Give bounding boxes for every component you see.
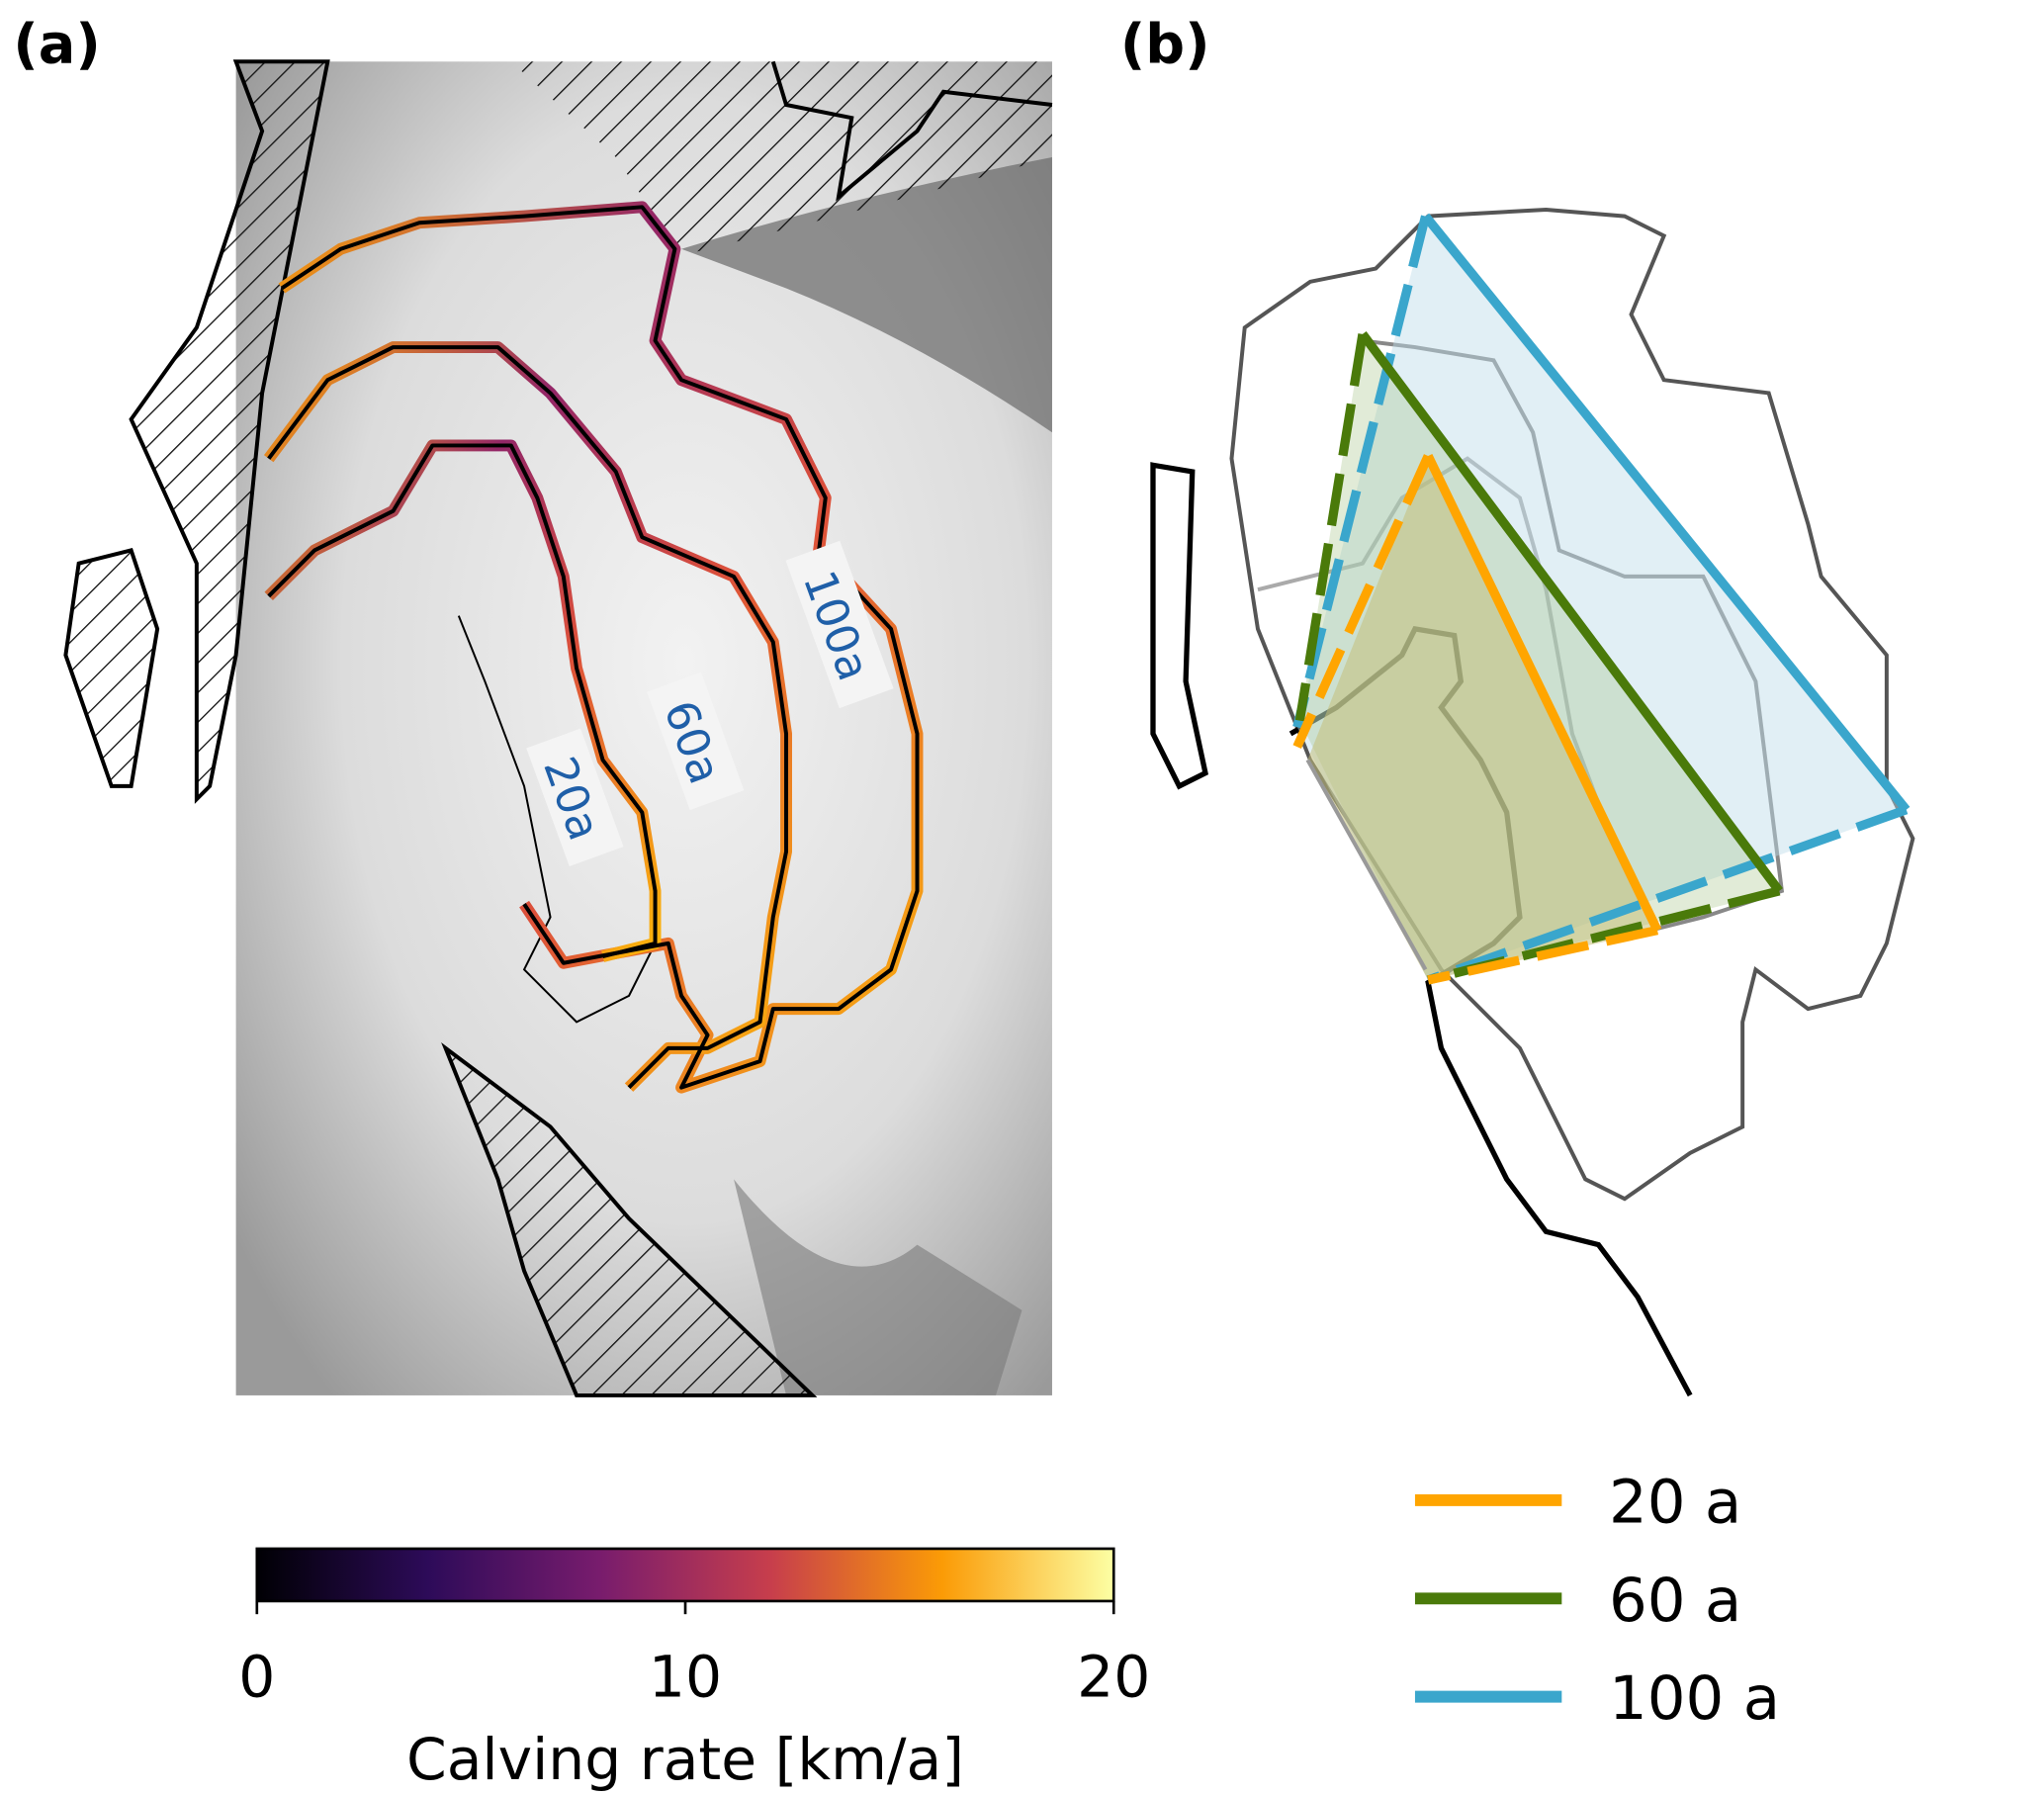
panel-a: (a) 20a 60a 100a [13, 13, 1053, 1397]
panel-b-label: (b) [1120, 13, 1210, 77]
line-20a-dashed-left [1292, 454, 1433, 750]
gray-baseline [1305, 759, 1428, 971]
line-60a-solid [1359, 331, 1783, 894]
front-outlines [267, 205, 920, 1090]
hatched-land-north [510, 61, 1052, 256]
legend: 20 a 60 a 100 a [1414, 1467, 1780, 1734]
line-20a-dashed-bottom [1427, 926, 1659, 985]
colorbar-gradient [255, 1547, 1115, 1603]
outline-100a [1229, 207, 1915, 1202]
coastline-north [770, 60, 1053, 202]
line-20a-solid [1424, 454, 1662, 933]
coastline-west [1150, 462, 1208, 790]
legend-label-20a: 20 a [1609, 1467, 1741, 1537]
colorbar-tick-label: 10 [649, 1644, 722, 1711]
panel-a-label: (a) [13, 13, 100, 77]
contour-labels: 20a 60a 100a [526, 540, 894, 867]
colorbar-label: Calving rate [km/a] [406, 1726, 964, 1793]
line-100a-dashed-bottom [1426, 805, 1909, 985]
hatched-island [63, 548, 160, 788]
colorbar-tick-label: 0 [238, 1644, 275, 1711]
panel-b: (b) [1120, 13, 1915, 1397]
line-100a-solid [1421, 213, 1911, 813]
legend-label-60a: 60 a [1609, 1566, 1741, 1636]
legend-label-100a: 100 a [1609, 1663, 1780, 1734]
colorbar-tick-label: 20 [1077, 1644, 1150, 1711]
colorbar: 0 10 20 Calving rate [km/a] [238, 1547, 1150, 1793]
fill-20a [1307, 456, 1658, 980]
dark-terrain-south [734, 1179, 1022, 1395]
present-front [457, 615, 657, 1024]
retreat-triangles [1292, 213, 1911, 985]
hatched-land-south [441, 1042, 818, 1397]
line-100a-dashed-left [1292, 215, 1431, 729]
line-60a-dashed-left [1294, 333, 1368, 722]
